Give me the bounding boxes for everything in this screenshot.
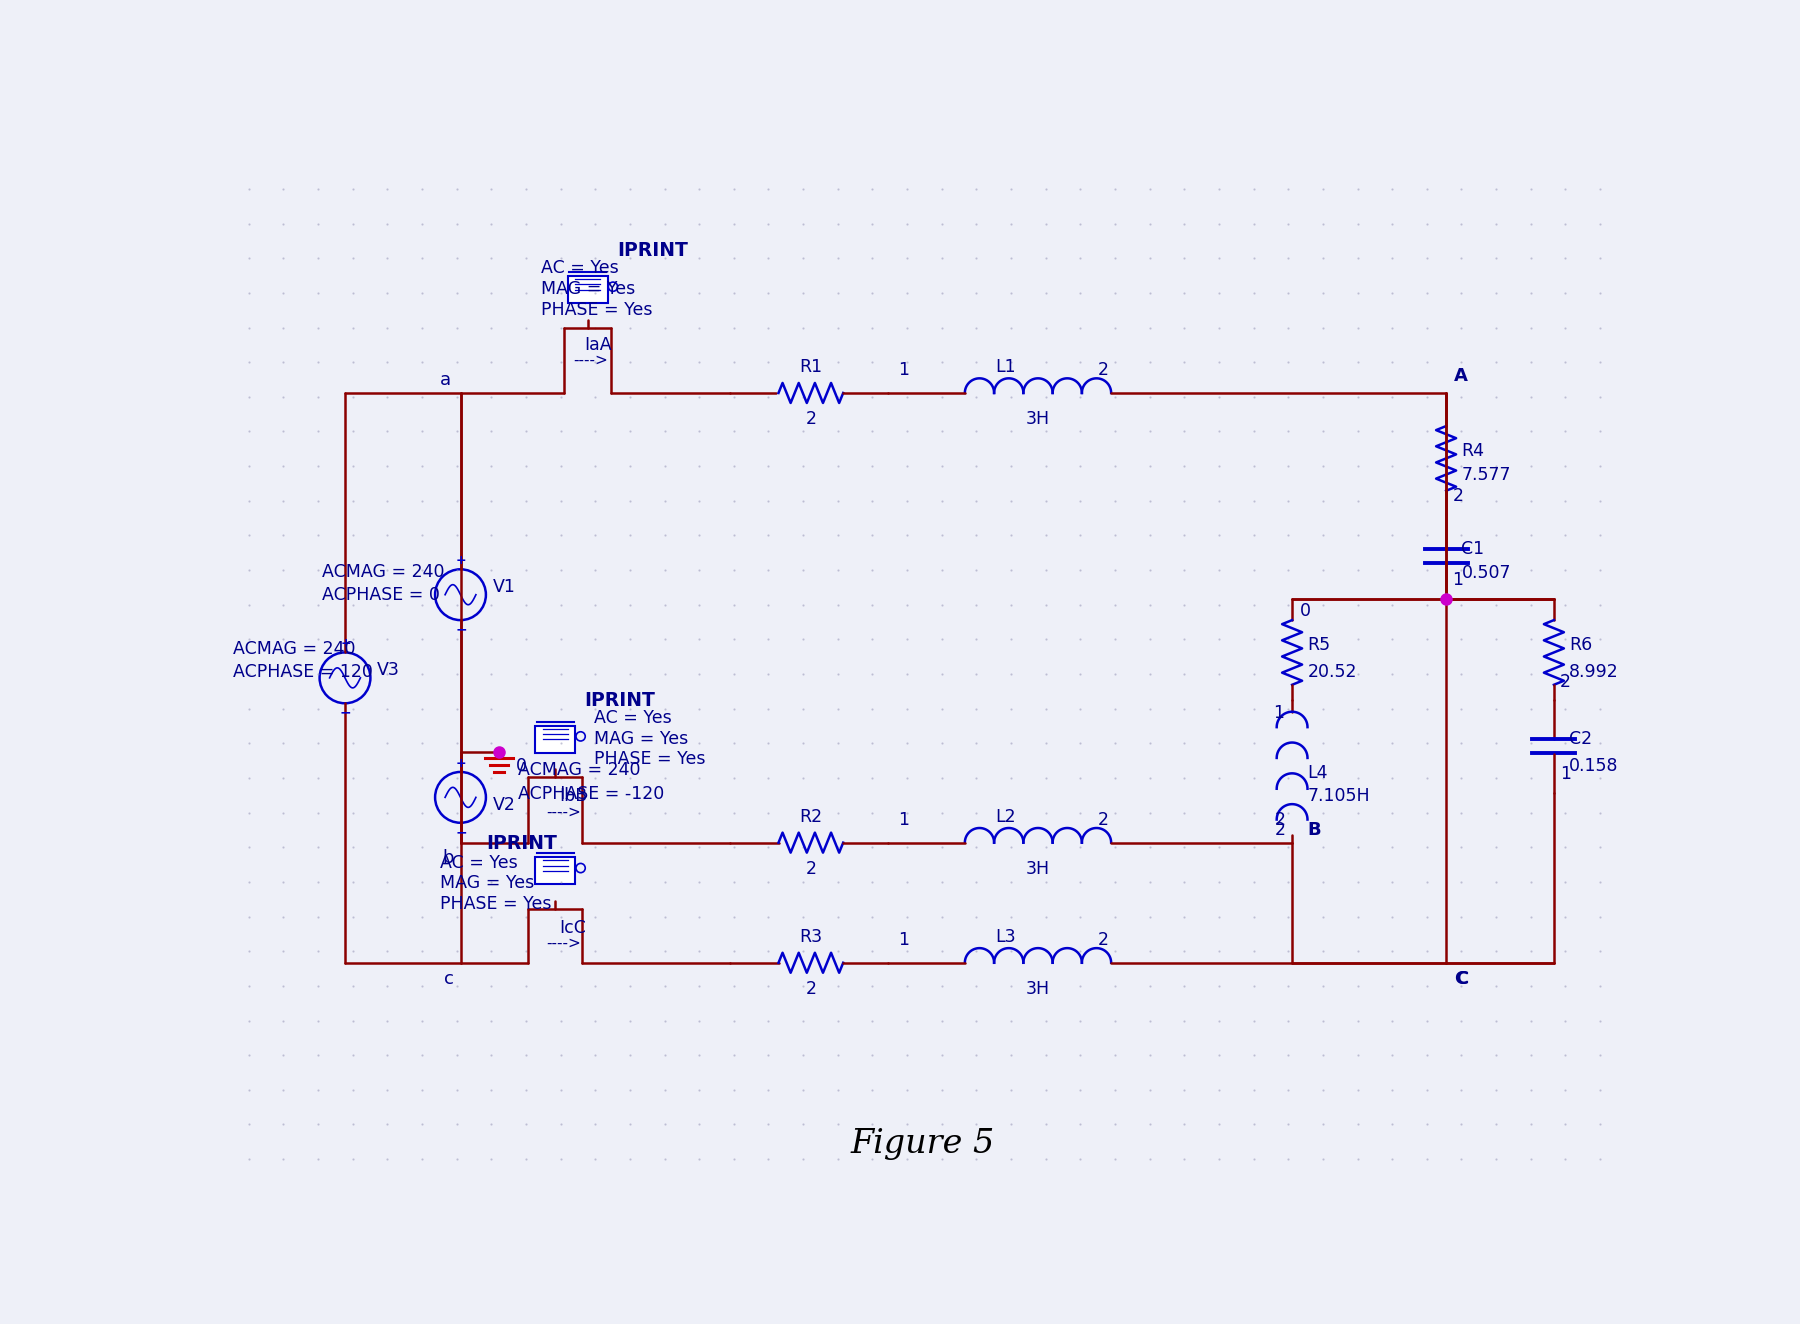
Text: 1: 1 bbox=[898, 810, 909, 829]
Text: b: b bbox=[443, 849, 454, 867]
Text: ACPHASE = 120: ACPHASE = 120 bbox=[234, 663, 373, 681]
Text: C: C bbox=[1456, 970, 1469, 989]
Text: C2: C2 bbox=[1570, 730, 1593, 748]
Text: C: C bbox=[1454, 970, 1467, 989]
Text: +: + bbox=[455, 756, 466, 769]
Text: MAG = Yes: MAG = Yes bbox=[542, 279, 635, 298]
Text: ACMAG = 240: ACMAG = 240 bbox=[322, 563, 445, 581]
Text: +: + bbox=[455, 553, 466, 567]
Text: AC = Yes: AC = Yes bbox=[542, 260, 619, 277]
Text: 2: 2 bbox=[1274, 821, 1285, 839]
Text: V3: V3 bbox=[378, 661, 400, 679]
Text: 2: 2 bbox=[805, 980, 817, 998]
Text: 20.52: 20.52 bbox=[1307, 663, 1357, 681]
Text: PHASE = Yes: PHASE = Yes bbox=[439, 895, 551, 914]
Text: PHASE = Yes: PHASE = Yes bbox=[594, 751, 706, 768]
FancyBboxPatch shape bbox=[535, 857, 576, 884]
FancyBboxPatch shape bbox=[535, 726, 576, 752]
Text: 2: 2 bbox=[1098, 810, 1109, 829]
FancyBboxPatch shape bbox=[567, 275, 608, 303]
Text: ---->: ----> bbox=[574, 354, 608, 368]
Text: 1: 1 bbox=[1273, 704, 1285, 722]
Text: 8.992: 8.992 bbox=[1570, 663, 1618, 681]
Text: MAG = Yes: MAG = Yes bbox=[594, 730, 688, 748]
Text: IcC: IcC bbox=[560, 919, 587, 937]
Text: IbB: IbB bbox=[560, 788, 587, 805]
Text: 2: 2 bbox=[1561, 673, 1571, 691]
Text: 0: 0 bbox=[517, 757, 527, 775]
Text: 2: 2 bbox=[1098, 361, 1109, 379]
Text: 1: 1 bbox=[1561, 765, 1571, 784]
Text: 2: 2 bbox=[1098, 931, 1109, 949]
Text: ACMAG = 240: ACMAG = 240 bbox=[234, 639, 356, 658]
Text: V2: V2 bbox=[493, 796, 517, 814]
Text: AC = Yes: AC = Yes bbox=[594, 708, 671, 727]
Text: ---->: ----> bbox=[545, 936, 581, 951]
Text: IPRINT: IPRINT bbox=[486, 834, 556, 853]
Text: +: + bbox=[340, 637, 351, 650]
Text: PHASE = Yes: PHASE = Yes bbox=[542, 301, 653, 319]
Text: 2: 2 bbox=[1453, 487, 1463, 504]
Text: L2: L2 bbox=[995, 808, 1017, 826]
Text: MAG = Yes: MAG = Yes bbox=[439, 874, 535, 892]
Text: Figure 5: Figure 5 bbox=[850, 1128, 995, 1160]
Text: 0: 0 bbox=[1300, 602, 1310, 621]
Text: R3: R3 bbox=[799, 928, 823, 945]
Text: V1: V1 bbox=[493, 579, 517, 596]
Text: 7.105H: 7.105H bbox=[1307, 788, 1370, 805]
Text: C1: C1 bbox=[1462, 539, 1485, 557]
Text: −: − bbox=[340, 706, 351, 719]
Text: R6: R6 bbox=[1570, 636, 1593, 654]
Text: IaA: IaA bbox=[585, 336, 612, 355]
Text: R1: R1 bbox=[799, 357, 823, 376]
Text: −: − bbox=[455, 622, 466, 637]
Text: L4: L4 bbox=[1307, 764, 1328, 782]
Text: 3H: 3H bbox=[1026, 410, 1049, 428]
Text: AC = Yes: AC = Yes bbox=[439, 854, 517, 871]
Text: A: A bbox=[1454, 367, 1467, 385]
Text: 1: 1 bbox=[898, 361, 909, 379]
Text: 7.577: 7.577 bbox=[1462, 466, 1510, 485]
Text: −: − bbox=[455, 825, 466, 839]
Text: R2: R2 bbox=[799, 808, 823, 826]
Text: 3H: 3H bbox=[1026, 859, 1049, 878]
Text: B: B bbox=[1307, 821, 1321, 839]
Text: ACPHASE = 0: ACPHASE = 0 bbox=[322, 585, 439, 604]
Text: a: a bbox=[441, 371, 452, 389]
Text: 2: 2 bbox=[805, 410, 817, 428]
Text: 3H: 3H bbox=[1026, 980, 1049, 998]
Text: 2: 2 bbox=[805, 859, 817, 878]
Text: 1: 1 bbox=[898, 931, 909, 949]
Text: 0.158: 0.158 bbox=[1570, 756, 1618, 775]
Text: c: c bbox=[445, 970, 454, 989]
Text: 0.507: 0.507 bbox=[1462, 564, 1510, 583]
Text: 1: 1 bbox=[1453, 572, 1463, 589]
Text: IPRINT: IPRINT bbox=[585, 691, 655, 710]
Text: ACMAG = 240: ACMAG = 240 bbox=[518, 761, 641, 780]
Text: L1: L1 bbox=[995, 357, 1017, 376]
Text: ---->: ----> bbox=[545, 805, 581, 820]
Text: R4: R4 bbox=[1462, 442, 1485, 459]
Text: 2: 2 bbox=[1274, 810, 1285, 829]
Text: L3: L3 bbox=[995, 928, 1017, 945]
Text: R5: R5 bbox=[1307, 636, 1330, 654]
Text: ACPHASE = -120: ACPHASE = -120 bbox=[518, 785, 664, 802]
Text: IPRINT: IPRINT bbox=[617, 241, 688, 260]
